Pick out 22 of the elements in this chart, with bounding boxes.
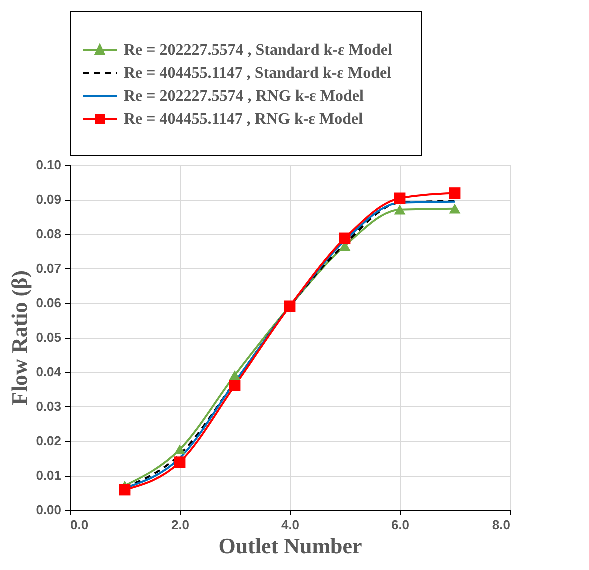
legend-label: Re = 202227.5574 , Standard k-ε Model <box>124 42 393 59</box>
y-tick-label: 0.03 <box>36 399 62 414</box>
x-tick-label: 8.0 <box>492 518 510 532</box>
legend-label: Re = 202227.5574 , RNG k-ε Model <box>124 88 364 105</box>
x-tick-label: 2.0 <box>171 518 190 532</box>
y-tick-label: 0.05 <box>36 330 62 345</box>
y-tick-label: 0.08 <box>36 226 62 242</box>
y-tick-label: 0.00 <box>36 502 62 518</box>
y-tick-label: 0.06 <box>36 296 62 310</box>
x-tick-label: 0.0 <box>70 518 89 532</box>
y-tick-label: 0.07 <box>36 261 62 276</box>
x-tick-label: 4.0 <box>281 518 300 532</box>
x-tick-label: 6.0 <box>391 518 410 532</box>
y-axis-title: Flow Ratio (β) <box>7 270 32 406</box>
y-tick-label: 0.04 <box>36 364 62 380</box>
y-tick-label: 0.01 <box>36 468 62 483</box>
legend-label: Re = 404455.1147 , RNG k-ε Model <box>124 111 364 128</box>
y-tick-label: 0.10 <box>36 158 62 172</box>
x-axis-title: Outlet Number <box>218 534 363 558</box>
y-tick-label: 0.02 <box>36 434 62 448</box>
legend-label: Re = 404455.1147 , Standard k-ε Model <box>124 65 392 82</box>
y-tick-label: 0.09 <box>36 192 62 207</box>
